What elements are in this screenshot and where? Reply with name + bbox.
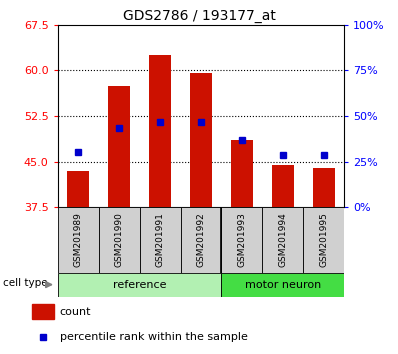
Bar	[231, 140, 253, 207]
Bar	[67, 171, 90, 207]
Bar	[32, 304, 54, 319]
Bar	[140, 207, 181, 273]
Text: motor neuron: motor neuron	[245, 280, 321, 290]
Bar	[221, 207, 262, 273]
Text: GSM201989: GSM201989	[74, 212, 83, 267]
Text: GSM201993: GSM201993	[238, 212, 246, 267]
Text: cell type: cell type	[3, 278, 47, 289]
Bar	[108, 86, 131, 207]
Text: GSM201991: GSM201991	[156, 212, 164, 267]
Bar	[262, 207, 303, 273]
Text: count: count	[60, 307, 91, 317]
Bar	[303, 207, 344, 273]
Bar	[58, 207, 99, 273]
Text: percentile rank within the sample: percentile rank within the sample	[60, 332, 248, 342]
Bar	[99, 207, 140, 273]
Bar	[221, 273, 344, 297]
Text: GDS2786 / 193177_at: GDS2786 / 193177_at	[123, 9, 275, 23]
Bar	[271, 165, 294, 207]
Text: GSM201994: GSM201994	[278, 212, 287, 267]
Bar	[312, 167, 335, 207]
Text: GSM201995: GSM201995	[319, 212, 328, 267]
Bar	[190, 73, 212, 207]
Bar	[149, 55, 171, 207]
Text: GSM201990: GSM201990	[115, 212, 124, 267]
Text: reference: reference	[113, 280, 166, 290]
Bar	[58, 273, 221, 297]
Bar	[181, 207, 221, 273]
Text: GSM201992: GSM201992	[197, 212, 205, 267]
